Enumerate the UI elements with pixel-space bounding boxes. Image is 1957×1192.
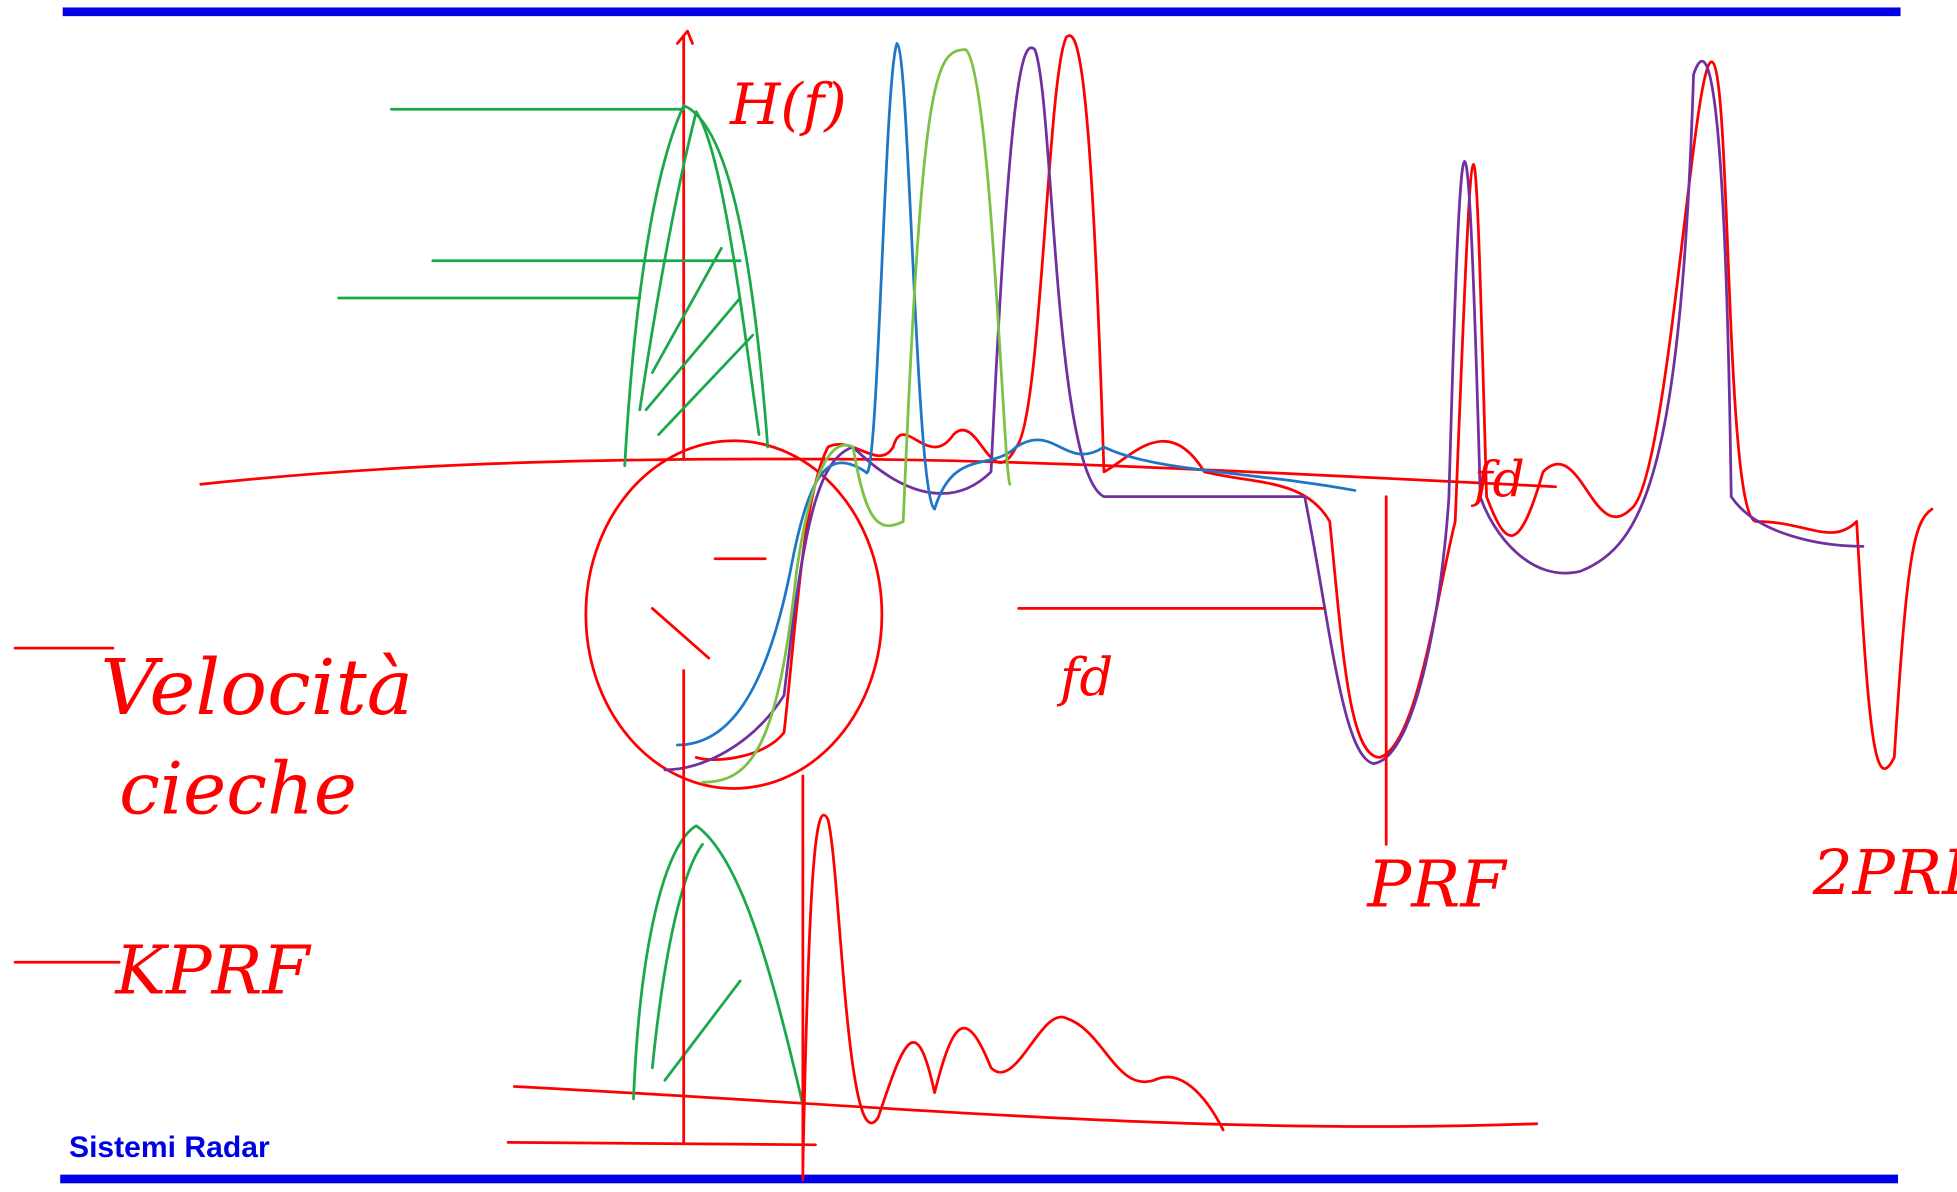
annotation: KPRF	[113, 931, 311, 1010]
clutter-spectrum-lower	[632, 824, 805, 1107]
annotation: PRF	[1366, 848, 1507, 923]
response-green	[701, 48, 1012, 784]
vertical-axis	[676, 29, 694, 461]
callout-lines	[13, 646, 121, 964]
annotation: Velocità	[100, 643, 413, 733]
lower-axis	[512, 1085, 1539, 1128]
response-purple	[663, 46, 1865, 772]
circle	[584, 439, 884, 790]
annotation: 2PRF	[1812, 836, 1957, 909]
annotation: fd	[1056, 648, 1113, 709]
annotation: fd	[1470, 451, 1525, 509]
markers	[650, 495, 1388, 1181]
lower-axis-2	[506, 1140, 817, 1147]
clutter-levels	[337, 107, 742, 300]
response-red	[694, 34, 1934, 770]
response-lower	[801, 813, 1225, 1169]
annotation: cieche	[119, 748, 357, 832]
response-blue	[676, 42, 1357, 747]
top-rule	[62, 7, 1901, 17]
annotation: H(f)	[729, 71, 847, 138]
bottom-rule	[60, 1174, 1899, 1184]
freq-axis	[199, 457, 1557, 489]
footer-title: Sistemi Radar	[69, 1131, 270, 1164]
clutter-spectrum	[623, 104, 770, 467]
sketch	[13, 29, 1934, 1181]
